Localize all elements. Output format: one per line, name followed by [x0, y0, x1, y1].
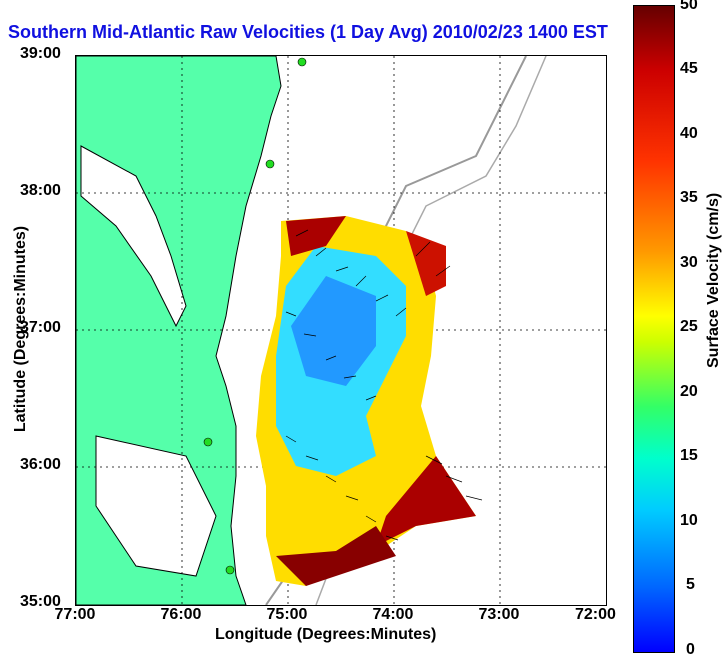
bay	[80, 145, 187, 328]
x-tick: 76:00	[160, 606, 202, 623]
x-tick: 73:00	[478, 606, 520, 623]
sound	[95, 435, 217, 577]
y-tick: 38:00	[20, 182, 61, 199]
radar-stations	[203, 57, 307, 575]
colorbar-tick: 10	[680, 512, 698, 529]
x-tick: 72:00	[575, 606, 616, 623]
colorbar-tick: 40	[680, 125, 698, 142]
map-plot-area	[75, 55, 607, 606]
y-tick: 37:00	[20, 319, 61, 336]
colorbar-tick: 45	[680, 60, 698, 77]
colorbar-tick: 20	[680, 383, 698, 400]
map-canvas	[76, 56, 606, 605]
colorbar-tick: 5	[686, 576, 695, 593]
velocity-arrows	[285, 229, 483, 541]
velocity-field	[256, 216, 476, 586]
x-tick: 74:00	[372, 606, 414, 623]
x-tick: 75:00	[266, 606, 308, 623]
colorbar-tick: 50	[680, 0, 698, 13]
x-tick: 77:00	[54, 606, 96, 623]
colorbar-tick: 25	[680, 318, 698, 335]
colorbar-label: Surface Velocity (cm/s)	[705, 192, 722, 368]
map-title: Southern Mid-Atlantic Raw Velocities (1 …	[8, 22, 608, 42]
y-tick: 36:00	[20, 456, 61, 473]
colorbar	[633, 5, 675, 653]
colorbar-tick: 0	[686, 641, 695, 658]
y-tick: 39:00	[20, 45, 61, 62]
colorbar-tick: 30	[680, 254, 698, 271]
colorbar-tick: 15	[680, 447, 698, 464]
x-axis-label: Longitude (Degrees:Minutes)	[215, 626, 437, 643]
y-axis-label: Latitude (Degrees:Minutes)	[12, 225, 30, 433]
y-tick: 35:00	[20, 593, 61, 610]
colorbar-tick: 35	[680, 189, 698, 206]
